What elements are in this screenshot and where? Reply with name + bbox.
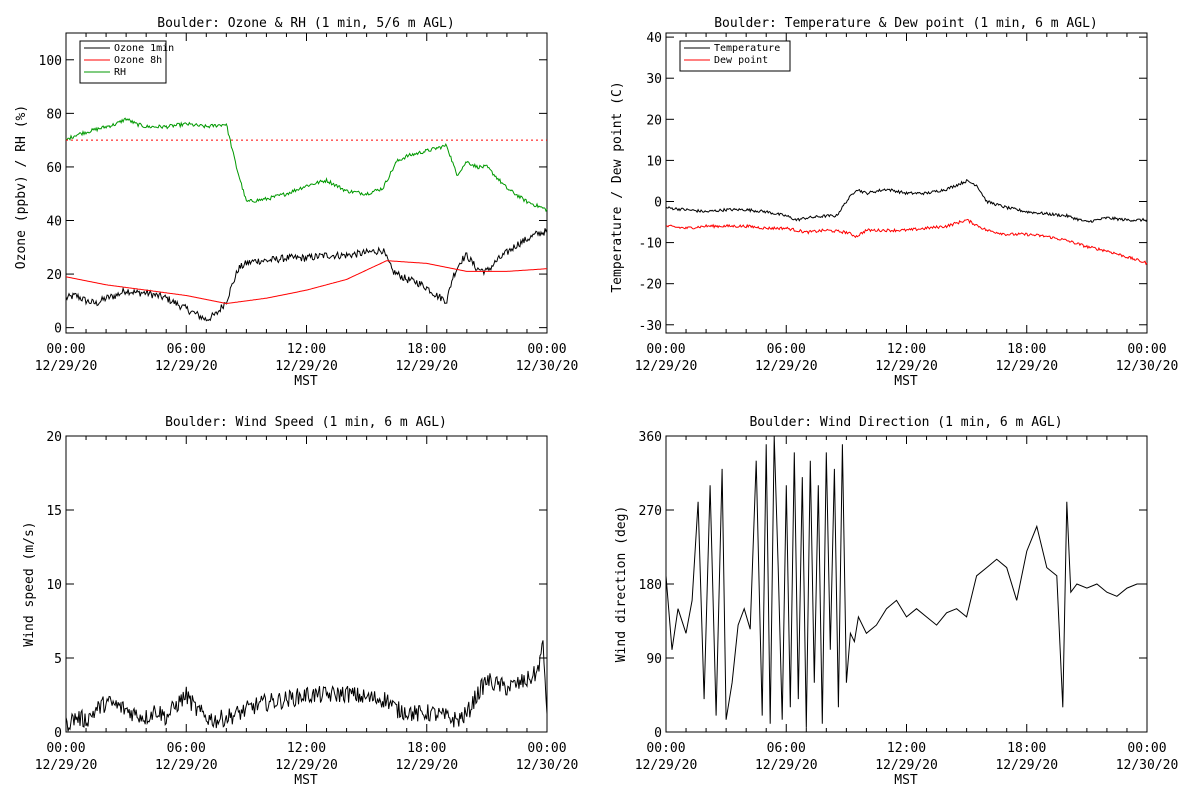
y-tick-label: 10 <box>646 154 662 169</box>
y-tick-label: 270 <box>639 504 662 519</box>
panel-temperature: Boulder: Temperature & Dew point (1 min,… <box>610 16 1178 389</box>
x-tick-label-date: 12/29/20 <box>755 359 818 374</box>
x-axis-label: MST <box>894 374 918 389</box>
x-tick-label-time: 00:00 <box>1127 342 1166 357</box>
y-tick-label: 5 <box>54 652 62 667</box>
x-tick-label-time: 06:00 <box>767 342 806 357</box>
series-ozone-8h <box>65 260 548 305</box>
y-tick-label: -20 <box>639 278 662 293</box>
x-tick-label-time: 06:00 <box>167 741 206 756</box>
legend-box <box>679 40 791 72</box>
y-tick-label: 10 <box>46 578 62 593</box>
y-tick-label: 360 <box>639 430 662 445</box>
y-tick-label: 80 <box>46 107 62 122</box>
y-tick-label: 40 <box>646 31 662 46</box>
y-axis-label: Temperature / Dew point (C) <box>610 81 625 292</box>
chart-title: Boulder: Ozone & RH (1 min, 5/6 m AGL) <box>157 16 454 31</box>
y-tick-label: 0 <box>654 726 662 741</box>
plot-frame <box>65 435 548 733</box>
series-dew-point <box>665 218 1148 266</box>
x-tick-label-date: 12/29/20 <box>995 758 1058 773</box>
x-tick-label-date: 12/29/20 <box>755 758 818 773</box>
legend-label: Dew point <box>714 55 768 66</box>
y-tick-label: -30 <box>639 319 662 334</box>
x-axis-label: MST <box>294 773 318 788</box>
x-tick-label-time: 18:00 <box>1007 342 1046 357</box>
series-rh <box>65 117 548 213</box>
x-tick-label-date: 12/29/20 <box>35 359 98 374</box>
y-tick-label: 100 <box>39 54 62 69</box>
x-tick-label-date: 12/29/20 <box>35 758 98 773</box>
legend-label: Ozone 1min <box>114 43 174 54</box>
y-tick-label: 30 <box>646 72 662 87</box>
chart-title: Boulder: Temperature & Dew point (1 min,… <box>714 16 1098 31</box>
x-axis-label: MST <box>894 773 918 788</box>
series-line <box>665 435 1147 728</box>
legend-label: Temperature <box>714 43 780 54</box>
series-ozone-1min <box>65 228 548 322</box>
x-tick-label-time: 06:00 <box>167 342 206 357</box>
x-tick-label-date: 12/29/20 <box>635 359 698 374</box>
x-tick-label-date: 12/30/20 <box>516 758 579 773</box>
x-tick-label-date: 12/29/20 <box>875 758 938 773</box>
x-tick-label-time: 00:00 <box>1127 741 1166 756</box>
series-temperature <box>665 178 1148 224</box>
plot-frame <box>665 435 1148 733</box>
y-axis-label: Ozone (ppbv) / RH (%) <box>14 105 29 269</box>
x-tick-label-date: 12/30/20 <box>1116 758 1179 773</box>
y-tick-label: 20 <box>646 113 662 128</box>
legend-label: RH <box>114 67 126 78</box>
x-tick-label-time: 12:00 <box>287 342 326 357</box>
x-tick-label-date: 12/29/20 <box>155 359 218 374</box>
y-axis-label: Wind speed (m/s) <box>22 521 37 646</box>
y-tick-label: 0 <box>54 726 62 741</box>
y-tick-label: 40 <box>46 215 62 230</box>
y-axis-label: Wind direction (deg) <box>614 506 629 663</box>
x-tick-label-time: 12:00 <box>887 741 926 756</box>
legend-label: Ozone 8h <box>114 55 162 66</box>
x-tick-label-date: 12/29/20 <box>155 758 218 773</box>
y-tick-label: 0 <box>654 195 662 210</box>
x-tick-label-time: 00:00 <box>646 342 685 357</box>
x-tick-label-time: 18:00 <box>407 342 446 357</box>
y-tick-label: 60 <box>46 161 62 176</box>
x-tick-label-date: 12/29/20 <box>875 359 938 374</box>
y-tick-label: 180 <box>639 578 662 593</box>
x-tick-label-time: 00:00 <box>46 342 85 357</box>
y-tick-label: 0 <box>54 322 62 337</box>
x-tick-label-time: 18:00 <box>1007 741 1046 756</box>
panel-wind-direction: Boulder: Wind Direction (1 min, 6 m AGL)… <box>614 415 1178 788</box>
chart-title: Boulder: Wind Direction (1 min, 6 m AGL) <box>749 415 1062 430</box>
series-line <box>65 640 548 732</box>
x-tick-label-time: 00:00 <box>527 342 566 357</box>
x-tick-label-date: 12/30/20 <box>516 359 579 374</box>
x-axis-label: MST <box>294 374 318 389</box>
y-tick-label: -10 <box>639 237 662 252</box>
plot-frame <box>665 32 1148 334</box>
x-tick-label-time: 06:00 <box>767 741 806 756</box>
x-tick-label-time: 12:00 <box>887 342 926 357</box>
x-tick-label-time: 00:00 <box>527 741 566 756</box>
x-tick-label-date: 12/29/20 <box>275 359 338 374</box>
y-tick-label: 15 <box>46 504 62 519</box>
panel-wind-speed: Boulder: Wind Speed (1 min, 6 m AGL) Win… <box>22 415 578 788</box>
panel-ozone: Boulder: Ozone & RH (1 min, 5/6 m AGL) O… <box>14 16 578 389</box>
y-tick-label: 20 <box>46 268 62 283</box>
x-tick-label-date: 12/30/20 <box>1116 359 1179 374</box>
x-tick-label-date: 12/29/20 <box>995 359 1058 374</box>
x-tick-label-time: 00:00 <box>46 741 85 756</box>
x-tick-label-date: 12/29/20 <box>635 758 698 773</box>
y-tick-label: 20 <box>46 430 62 445</box>
x-tick-label-time: 18:00 <box>407 741 446 756</box>
x-tick-label-date: 12/29/20 <box>395 359 458 374</box>
chart-title: Boulder: Wind Speed (1 min, 6 m AGL) <box>165 415 447 430</box>
x-tick-label-date: 12/29/20 <box>395 758 458 773</box>
x-tick-label-time: 00:00 <box>646 741 685 756</box>
x-tick-label-date: 12/29/20 <box>275 758 338 773</box>
x-tick-label-time: 12:00 <box>287 741 326 756</box>
y-tick-label: 90 <box>646 652 662 667</box>
